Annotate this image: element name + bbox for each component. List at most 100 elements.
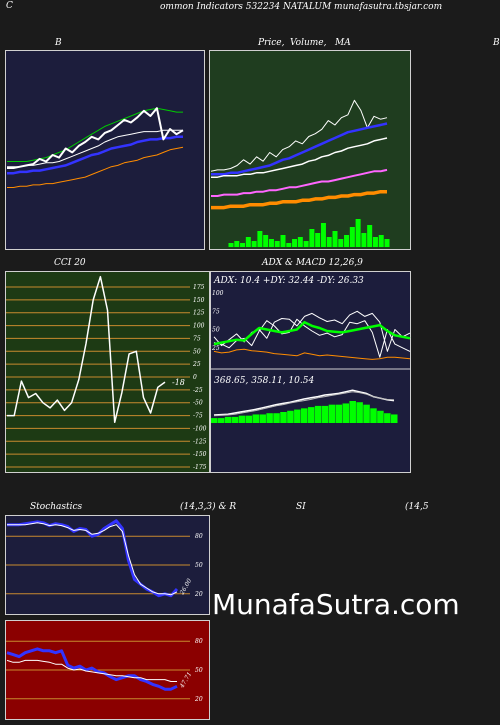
adx-lower-line bbox=[213, 348, 411, 360]
macd-histogram-bar bbox=[252, 414, 260, 423]
minus-di-line bbox=[213, 318, 411, 358]
macd-histogram-bar bbox=[321, 405, 329, 423]
cci-current-label: -18 bbox=[172, 378, 185, 387]
price-title-a: Price, bbox=[258, 38, 285, 48]
adx-readout: ADX: 10.4 +DY: 32.44 -DY: 26.33 bbox=[213, 276, 364, 286]
volume-bar bbox=[349, 227, 355, 247]
macd-histogram-bar bbox=[287, 410, 294, 423]
macd-readout: 368.65, 358.11, 10.54 bbox=[214, 376, 314, 386]
volume-bar bbox=[234, 241, 240, 247]
volume-bar bbox=[251, 241, 257, 247]
stoch-k-line bbox=[7, 519, 179, 598]
tick-label: 25 bbox=[192, 361, 201, 368]
tick-label: 20 bbox=[194, 696, 203, 703]
macd-histogram-bar bbox=[370, 408, 377, 423]
volume-bar bbox=[384, 239, 390, 247]
volume-bar bbox=[332, 231, 338, 247]
volume-bar bbox=[378, 235, 384, 247]
ma-long-line bbox=[211, 168, 388, 197]
bb-ma-line bbox=[7, 135, 183, 175]
volume-bar bbox=[326, 237, 332, 247]
macd-histogram-bar bbox=[231, 416, 239, 423]
panel-background bbox=[5, 271, 210, 473]
tick-label: 175 bbox=[193, 284, 205, 291]
rsi-line bbox=[6, 647, 178, 691]
macd-histogram-bar bbox=[245, 415, 253, 423]
tick-label: -175 bbox=[193, 464, 207, 471]
tick-label: 150 bbox=[193, 297, 205, 304]
volume-bar bbox=[338, 239, 344, 247]
volume-bar bbox=[297, 237, 303, 247]
macd-histogram-bar bbox=[377, 410, 384, 423]
volume-bar bbox=[263, 235, 269, 247]
tick-label: 80 bbox=[195, 533, 203, 540]
macd-line bbox=[213, 389, 395, 416]
macd-histogram-bar bbox=[217, 418, 225, 423]
macd-histogram-bar bbox=[307, 407, 315, 423]
macd-histogram-bar bbox=[211, 418, 218, 423]
watermark: MunafaSutra.com bbox=[212, 588, 460, 621]
tick-label: -150 bbox=[193, 451, 207, 458]
ma-short-line bbox=[211, 122, 388, 176]
tick-label: 100 bbox=[193, 323, 205, 330]
tick-label: 50 bbox=[212, 327, 220, 334]
bb-title: B bbox=[55, 38, 62, 48]
bb-lower-band bbox=[7, 146, 184, 188]
tick-label: 75 bbox=[212, 308, 220, 315]
page-title: ommon Indicators 532234 NATALUM munafasu… bbox=[160, 2, 443, 12]
volume-bar bbox=[309, 229, 315, 247]
macd-histogram-bar bbox=[238, 415, 246, 423]
tick-label: -100 bbox=[193, 425, 207, 432]
volume-bar bbox=[274, 241, 280, 247]
volume-bar bbox=[228, 243, 234, 247]
tick-label: -125 bbox=[193, 438, 207, 445]
ma-longest-line bbox=[211, 189, 387, 210]
bollinger-chart bbox=[5, 50, 205, 250]
cci-title: CCI 20 bbox=[54, 258, 86, 268]
volume-bar bbox=[344, 235, 350, 247]
macd-histogram-bar bbox=[259, 414, 266, 423]
cci-chart: 175 150 125 100 75 50 25 0 -25 -50 -75 -100 -125 -150… bbox=[5, 271, 210, 473]
tick-label: 50 bbox=[195, 667, 203, 674]
volume-bar bbox=[245, 237, 251, 247]
rsi-ma-line bbox=[6, 659, 177, 682]
tick-label: 0 bbox=[193, 374, 197, 381]
volume-bar bbox=[268, 239, 274, 247]
ma-mid-line bbox=[211, 137, 388, 178]
volume-bar bbox=[240, 243, 246, 247]
volume-bar bbox=[257, 231, 263, 247]
volume-bar bbox=[320, 223, 326, 247]
macd-histogram-bar bbox=[363, 404, 370, 423]
panel-background bbox=[210, 271, 411, 473]
volume-bar bbox=[367, 225, 373, 247]
macd-signal-line bbox=[213, 391, 395, 417]
stoch-d-line bbox=[7, 522, 178, 596]
macd-histogram-bar bbox=[280, 412, 287, 423]
macd-histogram-bar bbox=[342, 403, 350, 423]
volume-bar bbox=[372, 237, 378, 247]
tick-label: 50 bbox=[195, 562, 203, 569]
macd-histogram-bar bbox=[328, 404, 336, 423]
tick-label: -75 bbox=[193, 413, 203, 420]
volume-bar bbox=[292, 239, 298, 247]
bb-price-line bbox=[7, 107, 184, 169]
macd-histogram-bar bbox=[314, 405, 322, 423]
cci-line bbox=[7, 275, 166, 424]
tick-label: -50 bbox=[193, 400, 203, 407]
macd-histogram-bar bbox=[356, 402, 363, 423]
tick-label: -25 bbox=[193, 387, 203, 394]
macd-histogram-bar bbox=[301, 408, 308, 423]
macd-histogram-bar bbox=[224, 416, 232, 423]
price-volume-ma-chart bbox=[209, 50, 411, 250]
price-line bbox=[210, 99, 388, 172]
price-title-c: MA bbox=[335, 38, 351, 48]
volume-bar bbox=[361, 233, 367, 247]
adx-line bbox=[213, 320, 411, 346]
rsi-title-left: SI bbox=[296, 502, 306, 512]
tick-label: 75 bbox=[193, 335, 201, 342]
tick-label: 25 bbox=[211, 345, 220, 352]
bb-upper-band bbox=[7, 107, 183, 162]
macd-histogram-bar bbox=[391, 414, 398, 423]
